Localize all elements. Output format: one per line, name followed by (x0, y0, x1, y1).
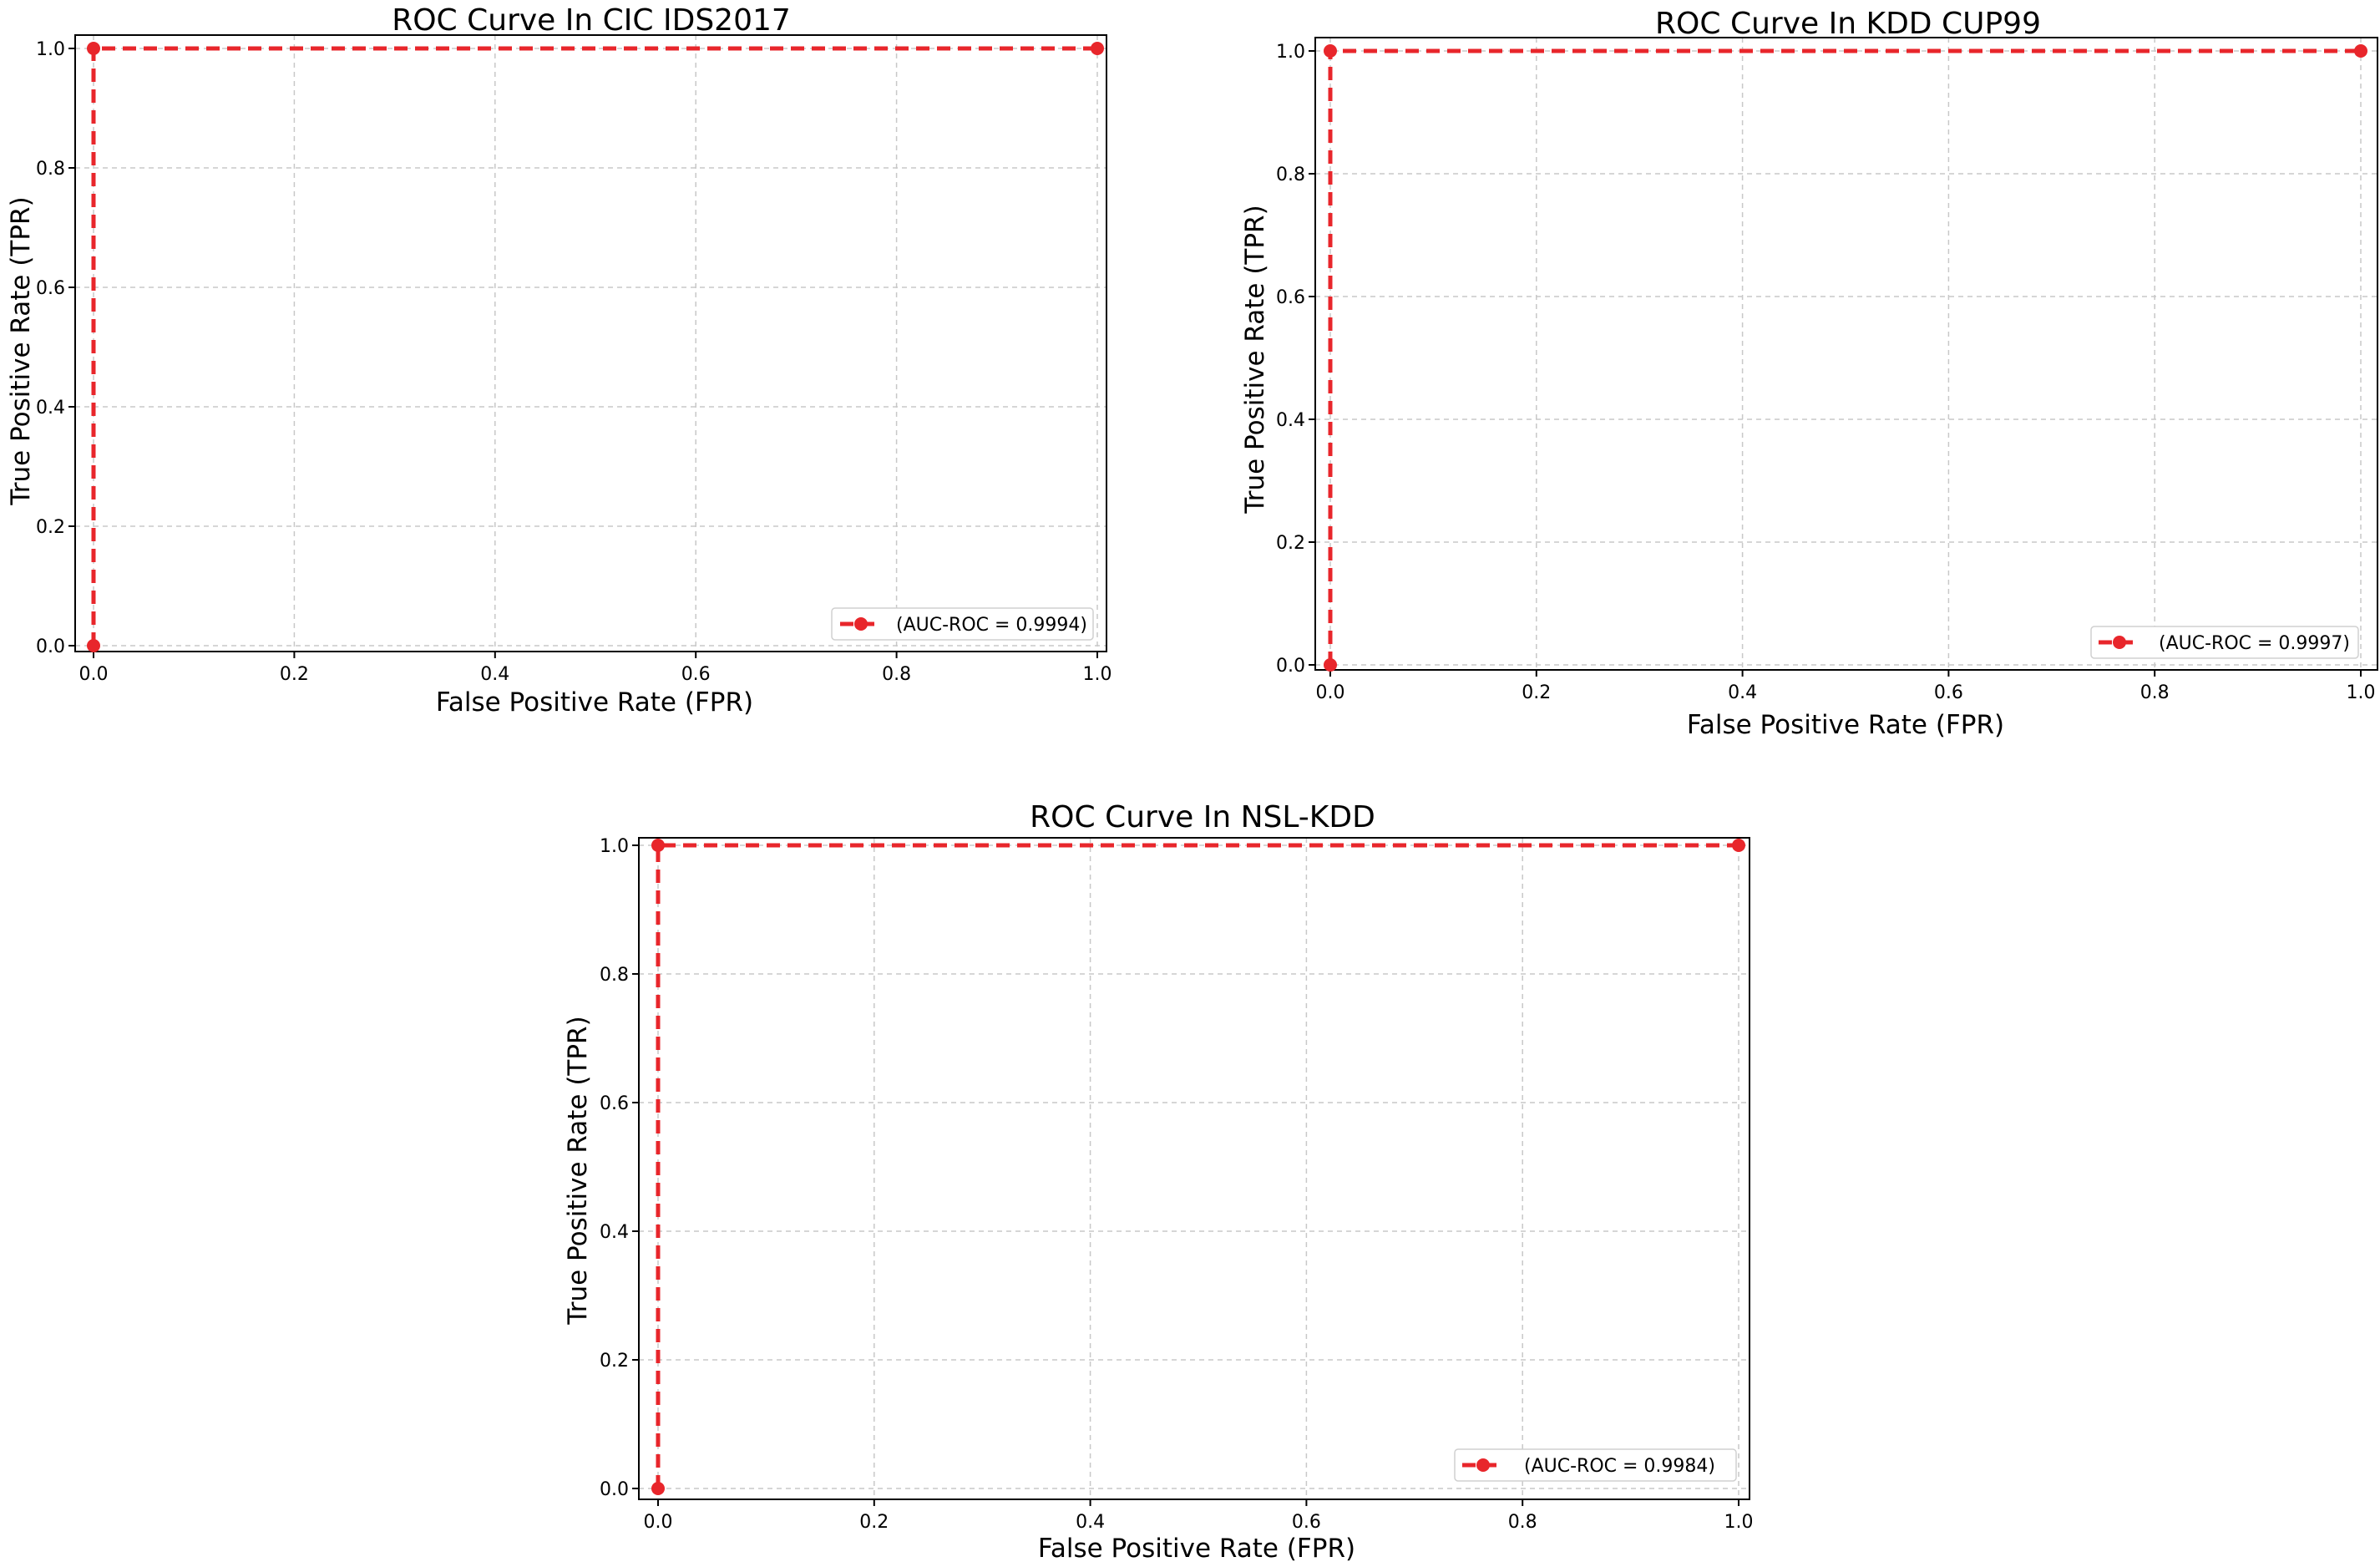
x-tick-label: 0.8 (1508, 1512, 1537, 1533)
y-tick-label: 0.0 (1276, 656, 1305, 677)
roc-data-point (651, 1482, 665, 1495)
roc-curve-line (91, 46, 1097, 646)
x-tick-label: 0.6 (1292, 1512, 1321, 1533)
x-tick-label: 0.4 (480, 664, 509, 685)
y-tick-label: 0.8 (1276, 165, 1305, 185)
y-tick-label: 1.0 (600, 836, 629, 857)
plot-frame (74, 34, 1107, 652)
y-tick-label: 0.2 (600, 1351, 629, 1372)
roc-data-point (1732, 839, 1745, 852)
legend-marker (854, 617, 868, 631)
y-axis-label: True Positive Rate (TPR) (1240, 205, 1270, 514)
y-tick-label: 0.0 (36, 636, 65, 657)
roc-data-point (87, 42, 100, 55)
x-tick-label: 0.4 (1076, 1512, 1105, 1533)
x-axis-label: False Positive Rate (FPR) (436, 687, 753, 718)
x-tick-label: 0.0 (644, 1512, 673, 1533)
legend: (AUC-ROC = 0.9994) (831, 607, 1094, 641)
x-tick-label: 0.0 (1316, 682, 1345, 703)
chart-kdd-cup99: ROC Curve In KDD CUP99 False Positive Ra… (1240, 7, 2378, 740)
x-tick-label: 0.4 (1728, 682, 1757, 703)
legend-box (2090, 626, 2359, 659)
plot-frame (1314, 37, 2378, 671)
x-tick-label: 0.2 (280, 664, 309, 685)
x-tick-label: 0.6 (681, 664, 711, 685)
legend-marker (1476, 1458, 1490, 1472)
y-tick-label: 0.6 (1276, 287, 1305, 308)
roc-data-point (87, 639, 100, 652)
roc-data-point (1324, 658, 1337, 672)
y-tick-label: 0.4 (1276, 410, 1305, 431)
x-axis-label: False Positive Rate (FPR) (1038, 1534, 1355, 1564)
legend-label: (AUC-ROC = 0.9997) (2159, 633, 2350, 654)
x-tick-label: 0.2 (859, 1512, 889, 1533)
x-tick-label: 0.2 (1522, 682, 1551, 703)
roc-data-point (1324, 44, 1337, 58)
roc-data-point (651, 839, 665, 852)
legend-label: (AUC-ROC = 0.9994) (896, 615, 1087, 636)
y-tick-label: 0.4 (36, 398, 65, 418)
y-tick-label: 0.4 (600, 1222, 629, 1243)
y-tick-label: 0.8 (36, 159, 65, 180)
legend-box (831, 607, 1094, 641)
chart-title: ROC Curve In NSL-KDD (1030, 800, 1375, 834)
x-tick-label: 0.8 (2140, 682, 2170, 703)
legend-label: (AUC-ROC = 0.9984) (1524, 1456, 1715, 1477)
plot-frame (638, 837, 1750, 1500)
y-tick-label: 0.8 (600, 965, 629, 986)
legend-marker (2113, 636, 2126, 649)
chart-title: ROC Curve In KDD CUP99 (1655, 7, 2041, 41)
x-tick-label: 1.0 (1724, 1512, 1754, 1533)
y-tick-label: 0.6 (36, 278, 65, 299)
y-tick-label: 0.6 (600, 1093, 629, 1114)
x-tick-label: 0.6 (1934, 682, 1963, 703)
y-tick-label: 0.2 (1276, 533, 1305, 554)
x-axis-label: False Positive Rate (FPR) (1687, 710, 2004, 740)
x-tick-label: 0.0 (79, 664, 109, 685)
roc-data-point (1091, 42, 1104, 55)
chart-title: ROC Curve In CIC IDS2017 (392, 3, 791, 38)
x-tick-label: 1.0 (1083, 664, 1112, 685)
x-tick-label: 0.8 (882, 664, 911, 685)
y-axis-label: True Positive Rate (TPR) (6, 196, 36, 505)
y-tick-label: 1.0 (1276, 42, 1305, 63)
roc-curve-line (1328, 48, 2361, 665)
y-tick-label: 1.0 (36, 39, 65, 60)
y-tick-label: 0.2 (36, 517, 65, 538)
y-tick-label: 0.0 (600, 1479, 629, 1500)
chart-cic-ids2017: ROC Curve In CIC IDS2017 False Positive … (6, 3, 1112, 718)
legend-box (1454, 1448, 1737, 1482)
legend: (AUC-ROC = 0.9984) (1454, 1448, 1737, 1482)
y-axis-label: True Positive Rate (TPR) (563, 1016, 593, 1325)
legend: (AUC-ROC = 0.9997) (2090, 626, 2359, 659)
roc-data-point (2354, 44, 2367, 58)
x-tick-label: 1.0 (2347, 682, 2376, 703)
chart-nsl-kdd: ROC Curve In NSL-KDD False Positive Rate… (563, 800, 1754, 1564)
roc-curve-line (656, 843, 1739, 1488)
